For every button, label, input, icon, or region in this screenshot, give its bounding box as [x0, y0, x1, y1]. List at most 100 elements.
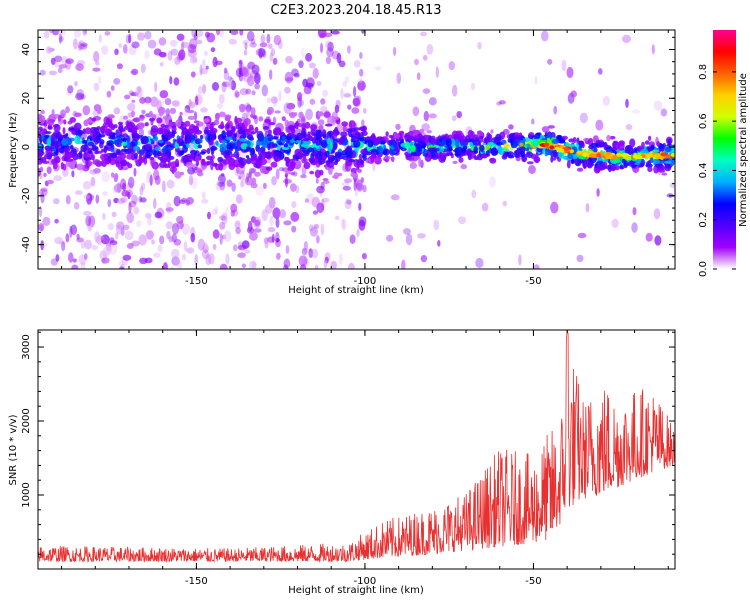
spectrogram-cell: [210, 161, 214, 171]
spectrogram-cell: [131, 99, 136, 103]
spectrogram-cell: [473, 146, 478, 154]
spectrogram-cell: [174, 143, 180, 149]
spectrogram-cell: [356, 229, 360, 238]
spectrogram-cell: [78, 150, 83, 159]
spectrogram-cell: [238, 157, 247, 167]
spectrogram-cell: [412, 129, 420, 134]
spectrogram-cell: [226, 179, 233, 188]
spectrogram-cell: [186, 247, 195, 254]
spectrogram-cell: [58, 33, 63, 44]
spectrogram-cell: [261, 142, 269, 149]
spectrogram-cell: [609, 147, 618, 151]
spectrogram-cell: [108, 135, 117, 140]
spectrogram-cell: [94, 150, 99, 155]
spectrogram-cell: [154, 175, 161, 185]
spectrogram-cell: [159, 161, 167, 168]
spectrogram-cell: [502, 200, 507, 207]
spectrogram-cell: [660, 152, 668, 157]
spectrogram-cell: [484, 136, 491, 144]
spectrogram-cell: [154, 135, 158, 142]
spectrogram-cell: [567, 151, 573, 160]
spectrogram-cell: [257, 133, 265, 142]
spectrogram-cell: [606, 152, 611, 156]
spectrogram-cell: [267, 141, 276, 149]
spectrogram-cell: [65, 195, 71, 205]
spectrogram-cell: [298, 255, 308, 267]
spectrogram-cell: [141, 182, 146, 191]
spectrogram-cell: [202, 84, 207, 94]
spectrogram-cell: [359, 68, 364, 77]
spectrogram-panel: -150 -100 -50 -40 -20 0 20 40 Height of straigh…: [8, 29, 676, 296]
spectrogram-cell: [185, 199, 190, 206]
spectrogram-cell: [219, 93, 225, 104]
spectrogram-cell: [291, 68, 299, 76]
spectrogram-cell: [390, 149, 396, 155]
spectrogram-cell: [245, 106, 252, 111]
spectrogram-cell: [251, 169, 255, 174]
spectrogram-cell: [596, 160, 601, 166]
spectrogram-cell: [238, 103, 246, 111]
spectrogram-cell: [426, 43, 434, 55]
spectrogram-cell: [128, 33, 132, 44]
spectrogram-cell: [237, 151, 246, 159]
spectrogram-cell: [383, 156, 392, 160]
spectrogram-cell: [176, 33, 185, 41]
x-tick-label: -100: [354, 276, 377, 287]
spectrogram-cell: [201, 191, 206, 200]
spectrogram-cell: [270, 161, 278, 168]
spectrogram-cell: [153, 198, 157, 209]
spectrogram-cell: [80, 42, 88, 47]
spectrogram-cell: [456, 111, 463, 119]
spectrogram-cell: [561, 59, 567, 72]
spectrogram-cell: [263, 182, 267, 190]
spectrogram-cell: [42, 242, 48, 248]
spectrogram-cell: [572, 136, 577, 144]
spectrogram-cell: [616, 152, 622, 157]
spectrogram-cell: [454, 139, 460, 148]
spectrogram-cell: [419, 128, 425, 134]
spectrogram-cell: [332, 142, 338, 151]
spectrogram-cell: [109, 132, 116, 138]
spectrogram-cell: [358, 78, 363, 84]
spectrogram-cell: [148, 110, 154, 118]
spectrogram-cell: [217, 156, 224, 163]
spectrogram-cell: [461, 141, 466, 145]
spectrogram-cell: [456, 147, 462, 154]
spectrogram-cell: [230, 80, 237, 91]
spectrogram-cell: [323, 111, 331, 118]
spectrogram-cell: [139, 115, 144, 119]
spectrogram-cell: [302, 258, 310, 267]
spectrogram-cell: [322, 89, 329, 98]
spectrogram-cell: [227, 76, 233, 81]
spectrogram-cell: [553, 105, 558, 115]
spectrogram-cell: [124, 94, 131, 100]
spectrogram-cell: [606, 134, 611, 142]
spectrogram-cell: [344, 198, 352, 210]
spectrogram-cell: [77, 129, 84, 135]
snr-series-line: [37, 330, 676, 564]
spectrogram-cell: [119, 266, 125, 269]
spectrogram-cell: [415, 143, 422, 153]
snr-panel: -150 -100 -50 1000 2000 3000 Height of straig…: [8, 329, 676, 596]
spectrogram-cell: [183, 154, 188, 162]
spectrogram-cell: [65, 106, 70, 114]
spectrogram-cell: [469, 130, 475, 140]
spectrogram-cell: [210, 127, 218, 134]
spectrogram-cell: [102, 191, 108, 197]
y-tick-label: 40: [21, 43, 32, 56]
spectrogram-cell: [323, 32, 333, 37]
spectrogram-cell: [199, 134, 204, 140]
spectrogram-cell: [171, 100, 180, 107]
spectrogram-cell: [201, 165, 206, 171]
spectrogram-cell: [54, 140, 62, 148]
spectrogram-cell: [355, 182, 364, 192]
spectrogram-cell: [340, 88, 344, 100]
spectrogram-cell: [205, 31, 210, 38]
spectrogram-cell: [122, 137, 127, 143]
spectrogram-cell: [86, 192, 93, 205]
spectrogram-cell: [312, 199, 317, 204]
spectrogram-cell: [84, 127, 92, 135]
spectrogram-cell: [518, 254, 522, 266]
spectrogram-cell: [266, 33, 271, 44]
spectrogram-cell: [38, 115, 46, 125]
